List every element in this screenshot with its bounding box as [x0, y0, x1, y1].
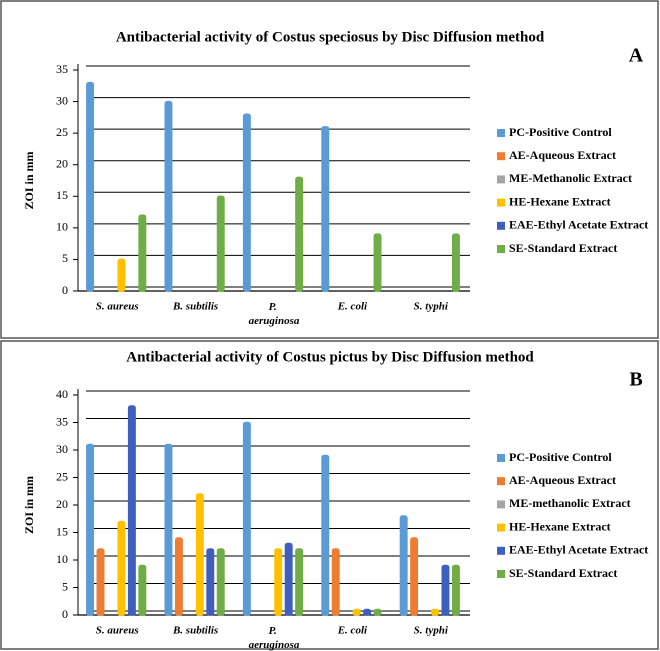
bar — [242, 421, 251, 616]
chart-title: Antibacterial activity of Costus specios… — [116, 29, 545, 45]
bar — [86, 81, 95, 292]
bar — [373, 233, 382, 292]
bar — [164, 100, 173, 292]
y-axis-label: ZOI in mm — [22, 476, 36, 534]
y-tick-label: 0 — [62, 283, 68, 297]
bar — [86, 443, 95, 616]
bar — [138, 564, 147, 616]
bar — [363, 608, 372, 616]
bar — [321, 126, 330, 292]
bar — [216, 548, 225, 616]
bar — [431, 608, 440, 616]
legend-swatch — [497, 198, 505, 207]
x-tick-label: S. typhi — [414, 625, 449, 637]
bar — [216, 195, 225, 292]
y-tick-label: 20 — [56, 497, 68, 511]
legend-swatch — [497, 175, 505, 184]
legend-label: PC-Positive Control — [509, 450, 612, 464]
legend-swatch — [497, 245, 505, 253]
bar — [441, 564, 450, 616]
bar — [373, 608, 382, 616]
panel-label: A — [629, 45, 644, 67]
legend-swatch — [497, 523, 505, 532]
bar — [117, 258, 126, 292]
y-tick-label: 30 — [56, 442, 68, 456]
bar — [274, 548, 283, 616]
bar — [127, 405, 136, 616]
panel-label: B — [629, 369, 642, 391]
y-tick-label: 10 — [56, 220, 68, 234]
x-tick-label: B. subtilis — [172, 625, 218, 637]
y-tick-label: 35 — [56, 62, 68, 76]
chart-title: Antibacterial activity of Costus pictus … — [126, 349, 534, 365]
y-tick-label: 40 — [56, 387, 68, 401]
legend-label: ME-methanolic Extract — [509, 496, 631, 510]
legend-swatch — [497, 570, 505, 578]
panel-frame — [0, 340, 659, 650]
x-tick-label: P. aeruginosa — [249, 301, 300, 327]
legend-label: PC-Positive Control — [509, 125, 612, 139]
y-tick-label: 5 — [62, 579, 68, 593]
bar — [399, 515, 408, 616]
y-tick-label: 20 — [56, 156, 68, 170]
y-tick-label: 5 — [62, 251, 68, 265]
bar — [164, 443, 173, 616]
y-axis-label: ZOI in mm — [22, 151, 36, 209]
bar — [451, 564, 460, 616]
x-tick-label: S. aureus — [96, 625, 139, 637]
y-tick-label: 15 — [56, 188, 68, 202]
y-tick-label: 10 — [56, 552, 68, 566]
legend-swatch — [497, 477, 505, 486]
bar — [195, 493, 204, 616]
legend-label: EAE-Ethyl Acetate Extract — [509, 218, 648, 232]
x-tick-label: S. aureus — [96, 301, 139, 313]
bar — [242, 113, 251, 292]
bar — [451, 233, 460, 292]
legend-label: SE-Standard Extract — [509, 241, 617, 255]
y-tick-label: 35 — [56, 414, 68, 428]
legend-label: AE-Aqueous Extract — [509, 473, 616, 487]
bar — [331, 548, 340, 616]
panel-frame — [0, 0, 659, 339]
y-tick-label: 15 — [56, 524, 68, 538]
bar — [117, 520, 126, 616]
bar — [138, 214, 147, 292]
x-tick-label: S. typhi — [414, 301, 449, 313]
legend-label: HE-Hexane Extract — [509, 519, 611, 533]
bar — [284, 542, 293, 616]
x-tick-label: B. subtilis — [172, 301, 218, 313]
bar — [352, 608, 361, 616]
bar — [174, 537, 183, 616]
bar — [295, 548, 304, 616]
legend-swatch — [497, 500, 505, 509]
bar — [295, 176, 304, 292]
legend-label: ME-Methanolic Extract — [509, 171, 632, 185]
x-tick-label: E. coli — [337, 625, 368, 637]
y-tick-label: 30 — [56, 93, 68, 107]
legend-label: AE-Aqueous Extract — [509, 148, 616, 162]
legend-label: EAE-Ethyl Acetate Extract — [509, 543, 648, 557]
x-tick-label: P. aeruginosa — [249, 625, 300, 651]
x-tick-label: E. coli — [337, 301, 368, 313]
legend-swatch — [497, 129, 505, 137]
y-tick-label: 25 — [56, 469, 68, 483]
y-tick-label: 25 — [56, 125, 68, 139]
legend-swatch — [497, 546, 505, 555]
legend-swatch — [497, 152, 505, 161]
legend-label: SE-Standard Extract — [509, 566, 617, 580]
bar — [410, 537, 419, 616]
legend-swatch — [497, 454, 505, 462]
y-tick-label: 0 — [62, 607, 68, 621]
legend-label: HE-Hexane Extract — [509, 194, 611, 208]
legend-swatch — [497, 221, 505, 230]
bar — [96, 548, 105, 616]
bar — [321, 454, 330, 616]
bar — [206, 548, 215, 616]
